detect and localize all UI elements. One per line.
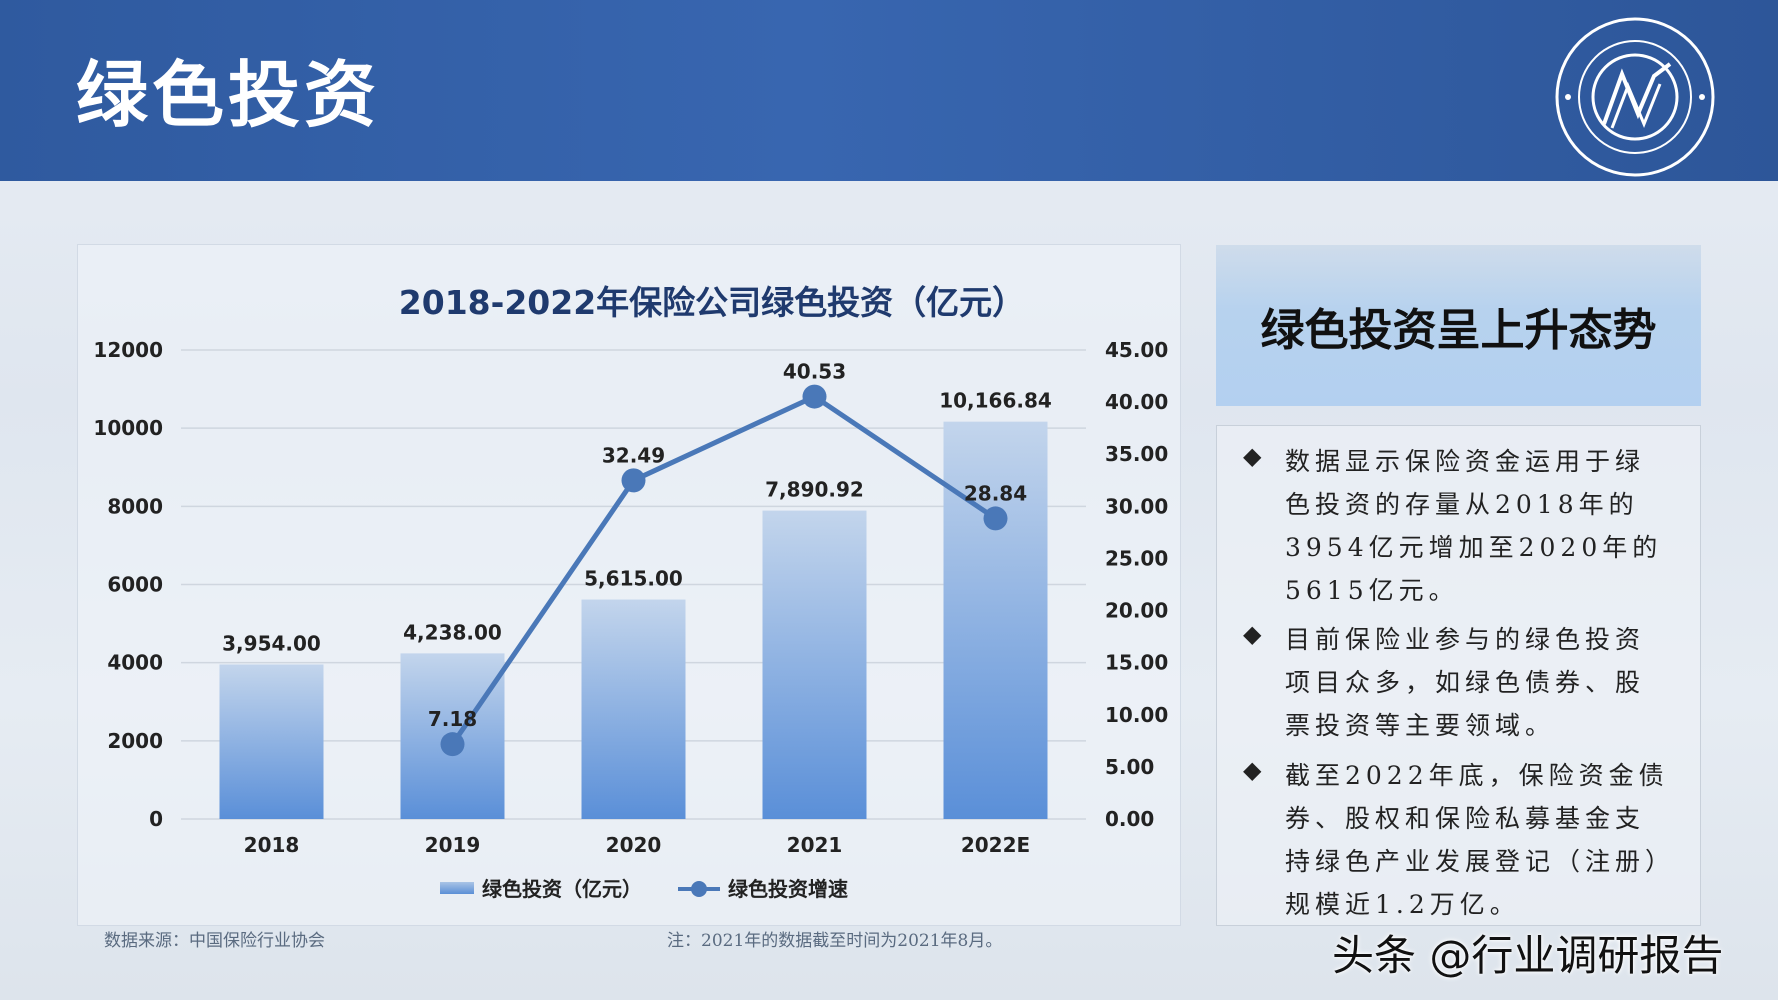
x-tick-label: 2021	[787, 833, 843, 857]
bullet-line: 数据显示保险资金运用于绿	[1285, 447, 1646, 476]
line-data-label: 7.18	[428, 707, 477, 731]
bullet-item: ◆ 目前保险业参与的绿色投资 项目众多，如绿色债券、股 票投资等主要领域。	[1243, 618, 1645, 747]
side-heading: 绿色投资呈上升态势	[1216, 245, 1701, 406]
header-bar: 绿色投资	[0, 0, 1778, 181]
line-data-label: 28.84	[964, 481, 1027, 505]
y-left-tick-label: 2000	[107, 729, 163, 753]
bar-data-label: 3,954.00	[222, 631, 321, 655]
diamond-icon: ◆	[1243, 442, 1262, 470]
y-right-tick-label: 25.00	[1105, 546, 1168, 570]
bar-data-label: 5,615.00	[584, 567, 683, 591]
y-left-tick-label: 4000	[107, 651, 163, 675]
bullet-line: 项目众多，如绿色债券、股	[1285, 668, 1646, 697]
y-left-tick-label: 6000	[107, 573, 163, 597]
data-source: 数据来源：中国保险行业协会	[104, 931, 325, 951]
page-title: 绿色投资	[76, 53, 381, 137]
bullet-item: ◆ 数据显示保险资金运用于绿 色投资的存量从2018年的 3954亿元增加至20…	[1243, 440, 1662, 612]
y-right-tick-label: 20.00	[1105, 599, 1168, 623]
y-left-tick-label: 12000	[93, 338, 163, 362]
chart-title: 2018-2022年保险公司绿色投资（亿元）	[398, 283, 1026, 322]
line-data-label: 40.53	[783, 360, 846, 384]
bullet-line: 目前保险业参与的绿色投资	[1285, 625, 1646, 654]
legend-line-label: 绿色投资增速	[728, 877, 848, 901]
chart-legend: 绿色投资（亿元） 绿色投资增速	[440, 873, 848, 902]
bullet-line: 票投资等主要领域。	[1285, 711, 1556, 740]
y-right-tick-label: 15.00	[1105, 651, 1168, 675]
bullet-line: 3954亿元增加至2020年的	[1285, 533, 1663, 562]
y-right-tick-label: 10.00	[1105, 703, 1168, 727]
line-data-label: 32.49	[602, 443, 665, 467]
logo-seal	[1555, 17, 1715, 177]
diamond-icon: ◆	[1243, 756, 1262, 784]
y-left-tick-label: 8000	[107, 494, 163, 518]
bullet-line: 色投资的存量从2018年的	[1285, 490, 1639, 519]
footnote: 注：2021年的数据截至时间为2021年8月。	[667, 931, 1003, 951]
chart-plot: 0 2000 4000 6000 8000 10000 12000 0.00 5.00 10.00…	[93, 338, 1168, 857]
growth-point	[440, 732, 465, 757]
legend-bar-label: 绿色投资（亿元）	[482, 877, 642, 901]
bar-data-label: 7,890.92	[765, 478, 864, 502]
bar	[581, 599, 686, 819]
growth-point	[983, 506, 1008, 531]
bar	[219, 664, 324, 819]
bullet-line: 券、股权和保险私募基金支	[1285, 804, 1646, 833]
x-tick-label: 2019	[425, 833, 481, 857]
growth-point	[621, 468, 646, 493]
bullet-item: ◆ 截至2022年底，保险资金债 券、股权和保险私募基金支 持绿色产业发展登记（…	[1243, 754, 1675, 926]
y-right-tick-label: 30.00	[1105, 494, 1168, 518]
y-left-tick-label: 10000	[93, 416, 163, 440]
bar-data-label: 4,238.00	[403, 620, 502, 644]
y-right-tick-label: 45.00	[1105, 338, 1168, 362]
bullet-line: 截至2022年底，保险资金债	[1285, 761, 1669, 790]
y-right-tick-label: 35.00	[1105, 442, 1168, 466]
y-right-tick-label: 5.00	[1105, 755, 1154, 779]
y-left-tick-label: 0	[149, 807, 163, 831]
x-tick-label: 2022E	[961, 833, 1030, 857]
bar	[762, 510, 867, 819]
bullet-line: 5615亿元。	[1285, 576, 1459, 605]
x-tick-label: 2018	[244, 833, 300, 857]
x-tick-label: 2020	[606, 833, 662, 857]
bar	[943, 421, 1048, 819]
bullet-line: 规模近1.2万亿。	[1285, 890, 1520, 919]
y-right-tick-label: 0.00	[1105, 807, 1154, 831]
legend-bar-swatch	[440, 881, 474, 894]
diamond-icon: ◆	[1243, 620, 1262, 648]
side-bullets: ◆ 数据显示保险资金运用于绿 色投资的存量从2018年的 3954亿元增加至20…	[1216, 425, 1701, 926]
growth-line	[450, 393, 997, 746]
growth-point	[802, 384, 827, 409]
watermark: 头条 @行业调研报告	[1332, 931, 1724, 980]
bar-data-label: 10,166.84	[939, 389, 1052, 413]
y-right-tick-label: 40.00	[1105, 390, 1168, 414]
bullet-line: 持绿色产业发展登记（注册）	[1285, 847, 1676, 876]
legend-line-swatch	[678, 878, 720, 898]
